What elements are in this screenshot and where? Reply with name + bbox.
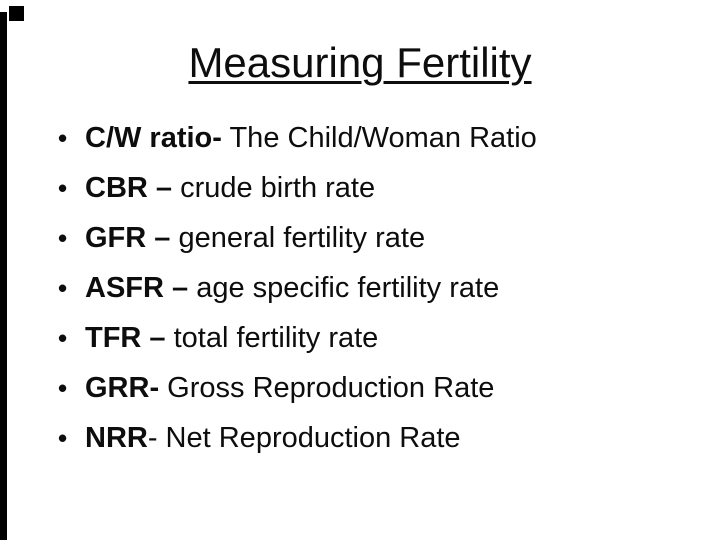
bullet-icon: • bbox=[58, 222, 68, 253]
bullet-icon: • bbox=[58, 172, 68, 203]
list-item: • GRR- Gross Reproduction Rate bbox=[58, 363, 720, 413]
bullet-definition: crude birth rate bbox=[172, 171, 376, 204]
photo-edge-square bbox=[9, 6, 24, 21]
list-item: • GFR – general fertility rate bbox=[58, 213, 720, 263]
bullet-icon: • bbox=[58, 272, 68, 303]
bullet-icon: • bbox=[58, 422, 68, 453]
bullet-term: GFR – bbox=[85, 221, 171, 254]
list-item: • C/W ratio- The Child/Woman Ratio bbox=[58, 113, 720, 163]
bullet-definition: - Net Reproduction Rate bbox=[147, 421, 461, 454]
bullet-term: NRR bbox=[85, 421, 148, 454]
bullet-icon: • bbox=[58, 322, 68, 353]
bullet-icon: • bbox=[58, 122, 68, 153]
bullet-definition: age specific fertility rate bbox=[188, 271, 500, 304]
bullet-definition: The Child/Woman Ratio bbox=[221, 121, 537, 154]
bullet-term: GRR- bbox=[85, 371, 160, 404]
page-title: Measuring Fertility bbox=[188, 39, 532, 86]
list-item: • CBR – crude birth rate bbox=[58, 163, 720, 213]
bullet-term: TFR – bbox=[85, 321, 166, 354]
photo-edge-bar bbox=[0, 12, 7, 540]
bullet-icon: • bbox=[58, 372, 68, 403]
bullet-term: C/W ratio- bbox=[85, 121, 222, 154]
bullet-list: • C/W ratio- The Child/Woman Ratio • CBR – … bbox=[0, 113, 720, 463]
bullet-definition: Gross Reproduction Rate bbox=[159, 371, 495, 404]
bullet-definition: general fertility rate bbox=[170, 221, 426, 254]
list-item: • NRR - Net Reproduction Rate bbox=[58, 413, 720, 463]
list-item: • TFR – total fertility rate bbox=[58, 313, 720, 363]
bullet-definition: total fertility rate bbox=[165, 321, 379, 354]
bullet-term: ASFR – bbox=[85, 271, 189, 304]
bullet-term: CBR – bbox=[85, 171, 173, 204]
list-item: • ASFR – age specific fertility rate bbox=[58, 263, 720, 313]
